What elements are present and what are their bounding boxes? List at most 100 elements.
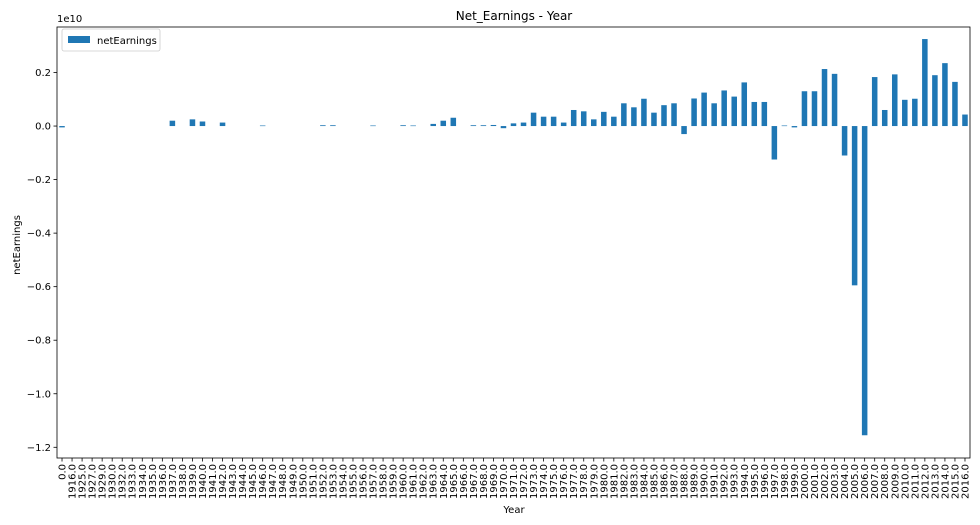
bar-1980.0: [601, 111, 607, 127]
bar-2008.0: [881, 109, 888, 127]
x-tick-label: 2014.0: [940, 464, 951, 499]
x-tick-label: 1951.0: [308, 464, 319, 499]
bar-1952.0: [320, 125, 326, 127]
bar-1996.0: [761, 101, 768, 127]
x-tick-label: 1942.0: [218, 464, 229, 499]
x-tick-label: 1973.0: [529, 464, 540, 499]
x-tick-label: 1980.0: [599, 464, 610, 499]
x-tick-label: 2007.0: [870, 464, 881, 499]
bar-2012.0: [922, 39, 928, 127]
x-tick-label: 1994.0: [740, 464, 751, 499]
bar-1964.0: [440, 120, 447, 127]
x-tick-label: 1965.0: [449, 464, 460, 499]
bar-1977.0: [570, 109, 577, 127]
y-tick-label: −0.4: [27, 229, 51, 240]
x-tick-label: 1967.0: [469, 464, 480, 499]
x-tick-label: 2013.0: [930, 464, 941, 499]
x-tick-label: 1958.0: [379, 464, 390, 499]
bar-1961.0: [410, 125, 416, 127]
bar-2001.0: [811, 91, 818, 127]
x-tick-label: 1976.0: [559, 464, 570, 499]
x-tick-label: 1946.0: [258, 464, 269, 499]
bar-1992.0: [721, 90, 727, 127]
x-tick-label: 1927.0: [88, 464, 99, 499]
bar-1946.0: [259, 125, 266, 127]
x-tick-label: 1968.0: [479, 464, 490, 499]
bar-1960.0: [400, 125, 406, 127]
bar-1990.0: [701, 92, 707, 127]
x-tick-label: 1971.0: [509, 464, 520, 499]
x-tick-label: 1992.0: [720, 464, 731, 499]
x-tick-label: 1983.0: [629, 464, 640, 499]
x-tick-label: 1984.0: [639, 464, 650, 499]
x-tick-label: 1990.0: [700, 464, 711, 499]
bar-1967.0: [470, 125, 477, 127]
x-tick-label: 2005.0: [850, 464, 861, 499]
bar-1985.0: [651, 112, 657, 127]
bar-1981.0: [611, 116, 617, 127]
x-tick-label: 1982.0: [619, 464, 630, 499]
x-tick-label: 1959.0: [389, 464, 400, 499]
x-tick-label: 1935.0: [148, 464, 159, 499]
x-tick-label: 1943.0: [228, 464, 239, 499]
x-tick-label: 1999.0: [790, 464, 801, 499]
bar-2015.0: [952, 81, 958, 127]
x-tick-label: 1997.0: [770, 464, 781, 499]
legend-swatch: [68, 36, 90, 43]
bar-2014.0: [942, 63, 948, 127]
bar-1965.0: [450, 117, 457, 127]
x-tick-label: 2003.0: [830, 464, 841, 499]
x-tick-label: 1985.0: [649, 464, 660, 499]
x-tick-label: 1961.0: [409, 464, 420, 499]
bar-1989.0: [691, 98, 697, 127]
bar-1995.0: [751, 101, 758, 127]
x-tick-label: 1993.0: [730, 464, 741, 499]
bar-1999.0: [791, 126, 798, 128]
bar-2000.0: [801, 91, 808, 127]
y-offset-label: 1e10: [57, 14, 82, 25]
bar-1940.0: [199, 121, 206, 127]
bar-1997.0: [771, 126, 778, 160]
x-tick-label: 1929.0: [98, 464, 109, 499]
x-tick-label: 1975.0: [549, 464, 560, 499]
x-tick-label: 1981.0: [609, 464, 620, 499]
bar-2013.0: [932, 75, 938, 127]
x-tick-label: 1986.0: [659, 464, 670, 499]
x-tick-label: 2008.0: [880, 464, 891, 499]
bar-1976.0: [560, 122, 567, 127]
x-tick-label: 2006.0: [860, 464, 871, 499]
x-tick-label: 1988.0: [680, 464, 691, 499]
legend: netEarnings: [61, 28, 161, 52]
x-tick-label: 1987.0: [670, 464, 681, 499]
x-tick-label: 1954.0: [338, 464, 349, 499]
x-tick-label: 2010.0: [900, 464, 911, 499]
bar-1982.0: [621, 103, 627, 127]
x-tick-label: 1966.0: [459, 464, 470, 499]
x-tick-label: 2000.0: [800, 464, 811, 499]
x-tick-label: 1925.0: [78, 464, 89, 499]
bar-1942.0: [219, 122, 226, 127]
x-tick-label: 2004.0: [840, 464, 851, 499]
bar-1994.0: [741, 82, 748, 127]
x-tick-label: 1960.0: [399, 464, 410, 499]
x-tick-label: 2011.0: [910, 464, 921, 499]
x-tick-label: 1963.0: [429, 464, 440, 499]
y-tick-label: −1.0: [27, 389, 51, 400]
x-tick-label: 1972.0: [519, 464, 530, 499]
bar-1979.0: [591, 119, 597, 127]
bar-1939.0: [189, 119, 196, 127]
bar-2003.0: [831, 73, 838, 127]
x-tick-label: 1957.0: [369, 464, 380, 499]
bar-2009.0: [891, 74, 898, 127]
x-tick-label: 1979.0: [589, 464, 600, 499]
x-tick-label: 1944.0: [238, 464, 249, 499]
y-tick-label: 0.2: [35, 68, 51, 79]
x-tick-label: 1948.0: [278, 464, 289, 499]
x-tick-label: 1930.0: [108, 464, 119, 499]
x-tick-label: 2002.0: [820, 464, 831, 499]
legend-box: [61, 28, 161, 52]
x-tick-label: 1939.0: [188, 464, 199, 499]
bar-2005.0: [851, 126, 858, 286]
x-axis: 0.0 1916.0 1925.0 1927.0 1929.0 1930.0 1932.0 1…: [58, 458, 971, 499]
